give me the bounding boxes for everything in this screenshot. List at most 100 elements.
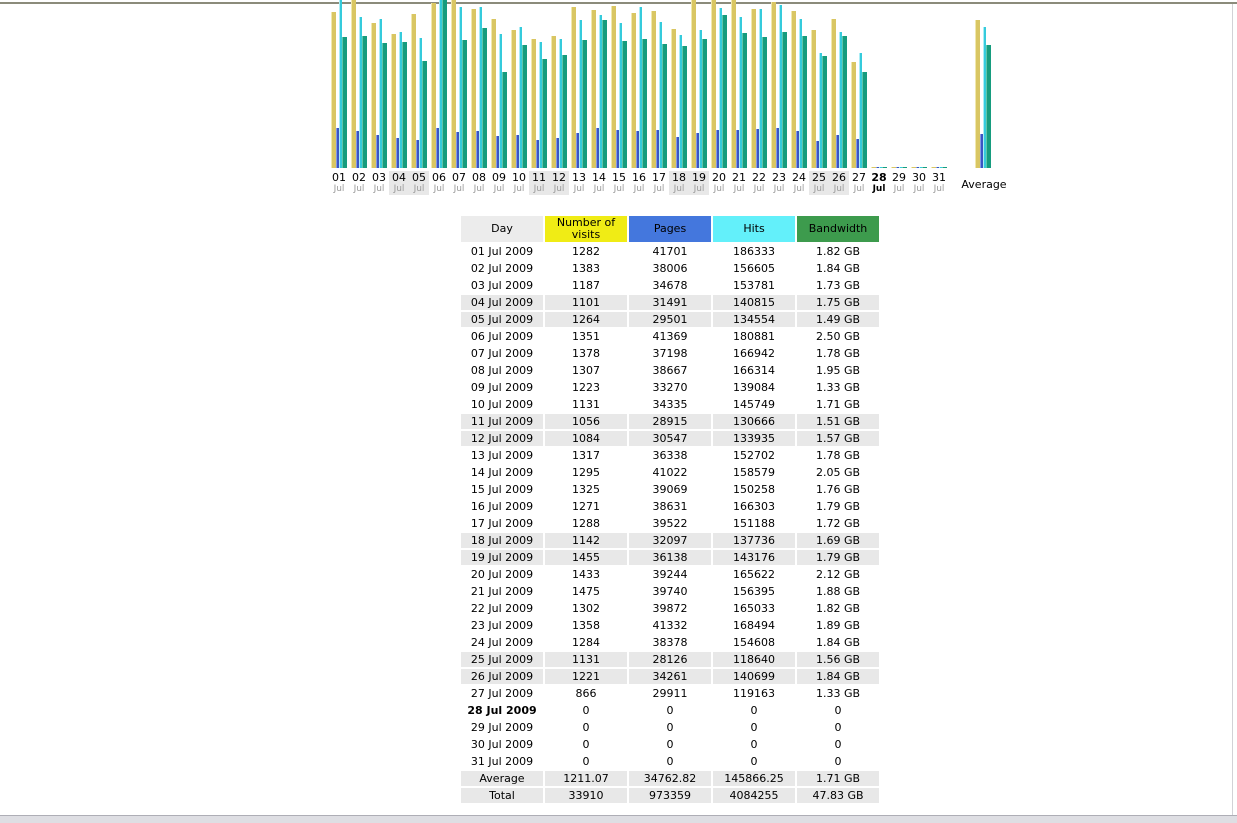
table-row: 19 Jul 2009 1455 36138 143176 1.79 GB: [461, 550, 879, 565]
day-axis-label: 27 Jul: [849, 171, 869, 195]
bar-pages: [356, 131, 359, 168]
day-number: 02: [352, 171, 366, 184]
value-cell: 153781: [733, 279, 775, 292]
day-number: 19: [692, 171, 706, 184]
value-cell: 33270: [652, 381, 688, 394]
column-header-pages: Pages: [629, 216, 711, 242]
bar-hits: [539, 42, 542, 168]
bar-visits: [391, 34, 396, 168]
day-month: Jul: [513, 184, 525, 194]
day-month: Jul: [573, 184, 585, 194]
day-cell: 27 Jul 2009: [470, 687, 534, 700]
bar-visits: [451, 0, 456, 168]
value-cell: 1358: [572, 619, 600, 632]
day-number: 22: [752, 171, 766, 184]
table-row: 21 Jul 2009 1475 39740 156395 1.88 GB: [461, 584, 879, 599]
day-cell: 12 Jul 2009: [461, 431, 543, 446]
value-cell: 36338: [652, 449, 688, 462]
bar-visits: [931, 167, 936, 168]
value-cell: 1433: [572, 568, 600, 581]
bar-pages: [396, 138, 399, 168]
day-number: 17: [652, 171, 666, 184]
bar-hits: [399, 32, 402, 168]
value-cell: 0: [582, 704, 590, 717]
value-cell: 166303: [733, 500, 775, 513]
bar-hits: [699, 30, 702, 168]
day-month: Jul: [413, 184, 425, 194]
bar-bandwidth: [582, 40, 587, 168]
bar-pages: [656, 130, 659, 168]
bar-bandwidth: [382, 43, 387, 168]
day-axis-label: 07 Jul: [449, 171, 469, 195]
bar-bandwidth: [402, 42, 407, 168]
bar-hits: [519, 27, 522, 168]
bar-bandwidth: [822, 56, 827, 168]
value-cell: 1.95 GB: [815, 364, 861, 377]
bar-bandwidth: [762, 37, 767, 168]
bar-bandwidth: [682, 46, 687, 168]
bar-pages: [596, 128, 599, 168]
value-cell: 41369: [652, 330, 688, 343]
value-cell: 38006: [652, 262, 688, 275]
value-cell: 0: [750, 721, 758, 734]
day-number: 23: [772, 171, 786, 184]
value-cell: 28126: [629, 652, 711, 667]
day-cell: 23 Jul 2009: [470, 619, 534, 632]
bar-pages: [576, 133, 579, 168]
value-cell: 1.76 GB: [815, 483, 861, 496]
bar-pages: [736, 130, 739, 168]
value-cell: 34261: [629, 669, 711, 684]
bar-pages: [336, 128, 339, 168]
day-month: Jul: [913, 184, 925, 194]
day-number: 12: [552, 171, 566, 184]
bar-pages: [936, 167, 939, 168]
value-cell: 38667: [652, 364, 688, 377]
day-month: Jul: [793, 184, 805, 194]
day-cell: 05 Jul 2009: [461, 312, 543, 327]
table-row: Total 33910 973359 4084255 47.83 GB: [461, 788, 879, 803]
bar-pages: [456, 132, 459, 168]
day-number: 07: [452, 171, 466, 184]
value-cell: 168494: [733, 619, 775, 632]
horizontal-scrollbar-track[interactable]: [0, 815, 1237, 823]
day-cell: 08 Jul 2009: [470, 364, 534, 377]
day-number: 01: [332, 171, 346, 184]
column-header-bandwidth: Bandwidth: [797, 216, 879, 242]
bar-pages: [716, 130, 719, 168]
table-row: Average 1211.07 34762.82 145866.25 1.71 GB: [461, 771, 879, 786]
bar-hits: [579, 20, 582, 168]
value-cell: 31491: [629, 295, 711, 310]
day-cell: 13 Jul 2009: [470, 449, 534, 462]
table-row: 14 Jul 2009 1295 41022 158579 2.05 GB: [461, 465, 879, 480]
day-cell: 21 Jul 2009: [470, 585, 534, 598]
value-cell: 1.71 GB: [815, 398, 861, 411]
value-cell: 39740: [652, 585, 688, 598]
value-cell: 1.56 GB: [797, 652, 879, 667]
day-axis-label: 20 Jul: [709, 171, 729, 195]
day-cell: 15 Jul 2009: [470, 483, 534, 496]
bar-pages: [436, 128, 439, 168]
bar-visits: [491, 19, 496, 168]
day-axis-label: 15 Jul: [609, 171, 629, 195]
bar-visits: [691, 0, 696, 168]
day-number: 31: [932, 171, 946, 184]
day-axis-label: 22 Jul: [749, 171, 769, 195]
day-number: 04: [392, 171, 406, 184]
bar-hits: [639, 7, 642, 168]
value-cell: 1351: [572, 330, 600, 343]
value-cell: 1.84 GB: [797, 669, 879, 684]
day-month: Jul: [773, 184, 785, 194]
day-cell: 03 Jul 2009: [470, 279, 534, 292]
bar-bandwidth: [602, 20, 607, 168]
bar-hits: [719, 8, 722, 168]
day-month: Jul: [493, 184, 505, 194]
value-cell: 4084255: [713, 788, 795, 803]
day-cell: 04 Jul 2009: [461, 295, 543, 310]
bar-visits: [571, 7, 576, 168]
value-cell: 1383: [572, 262, 600, 275]
value-cell: 0: [750, 704, 758, 717]
bar-hits: [819, 53, 822, 168]
bar-bandwidth: [742, 33, 747, 168]
day-cell: 11 Jul 2009: [461, 414, 543, 429]
bar-pages: [756, 129, 759, 168]
